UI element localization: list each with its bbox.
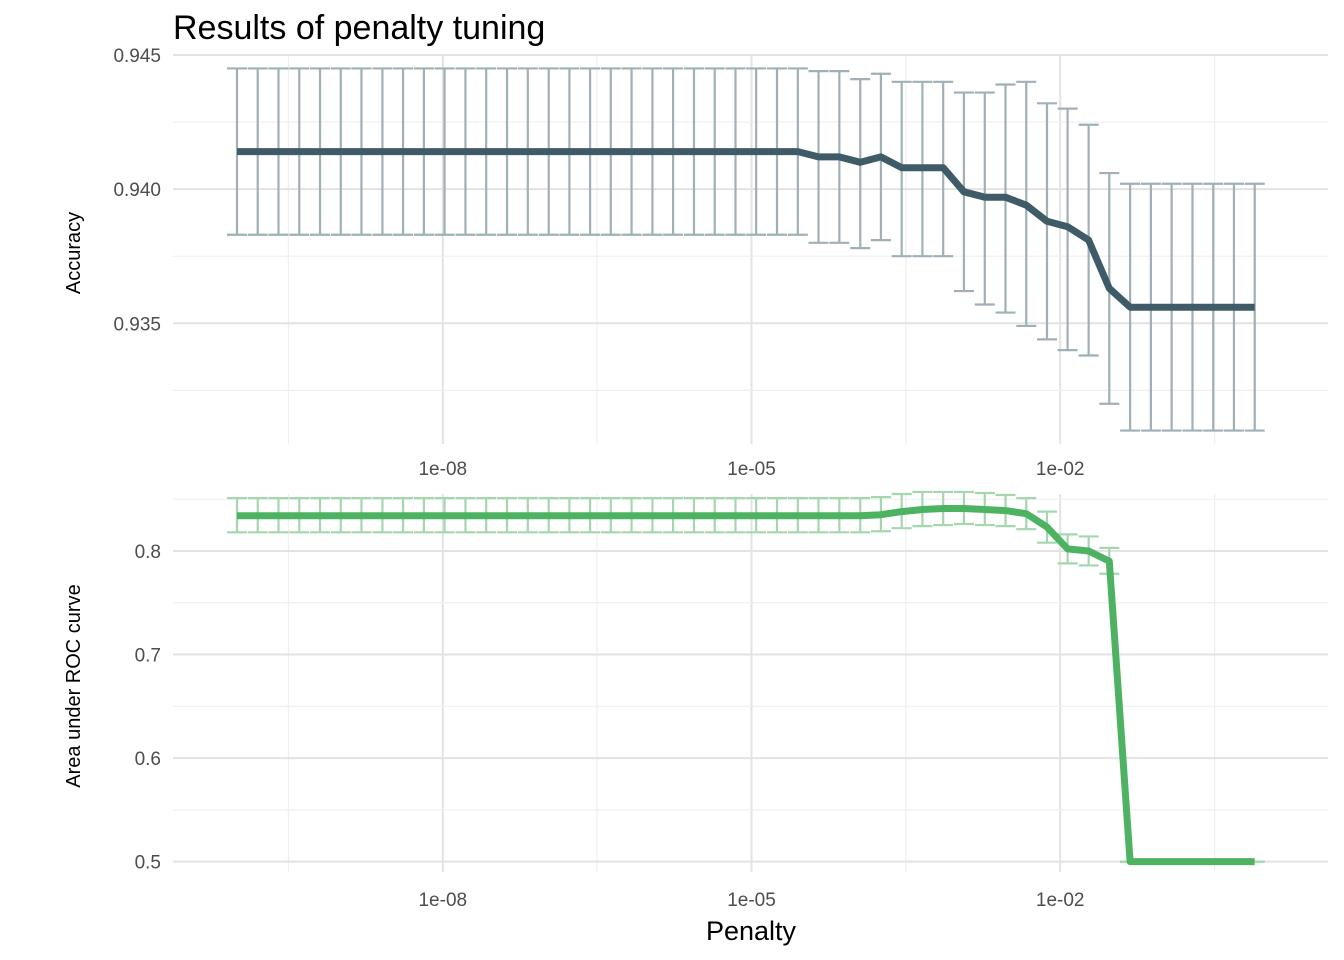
error-bar — [1244, 182, 1265, 432]
y-axis-title: Area under ROC curve — [63, 584, 85, 787]
x-tick-label: 1e-05 — [727, 459, 776, 480]
x-tick-label: 1e-02 — [1036, 459, 1085, 480]
x-tick-label: 1e-05 — [727, 890, 776, 911]
x-tick-label: 1e-02 — [1036, 890, 1085, 911]
x-tick-label: 1e-08 — [418, 459, 467, 480]
y-tick-label: 0.940 — [113, 180, 161, 201]
y-tick-label: 0.5 — [135, 853, 161, 874]
series-line — [237, 505, 1255, 866]
y-axis-title: Accuracy — [63, 212, 85, 294]
y-tick-label: 0.945 — [113, 46, 161, 67]
roc-auc-panel: 0.5 0.6 0.7 0.8 1e-08 1e-05 1e-02 Area under RO… — [63, 490, 1328, 911]
y-tick-label: 0.7 — [135, 646, 161, 667]
series-line — [237, 148, 1255, 311]
x-tick-label: 1e-08 — [418, 890, 467, 911]
accuracy-panel: 0.935 0.940 0.945 1e-08 1e-05 1e-02 Accuracy — [63, 46, 1328, 480]
x-axis-title: Penalty — [706, 916, 797, 946]
y-tick-label: 0.935 — [113, 314, 161, 335]
y-tick-label: 0.8 — [135, 542, 161, 563]
y-tick-label: 0.6 — [135, 749, 161, 770]
chart-title: Results of penalty tuning — [173, 9, 545, 47]
